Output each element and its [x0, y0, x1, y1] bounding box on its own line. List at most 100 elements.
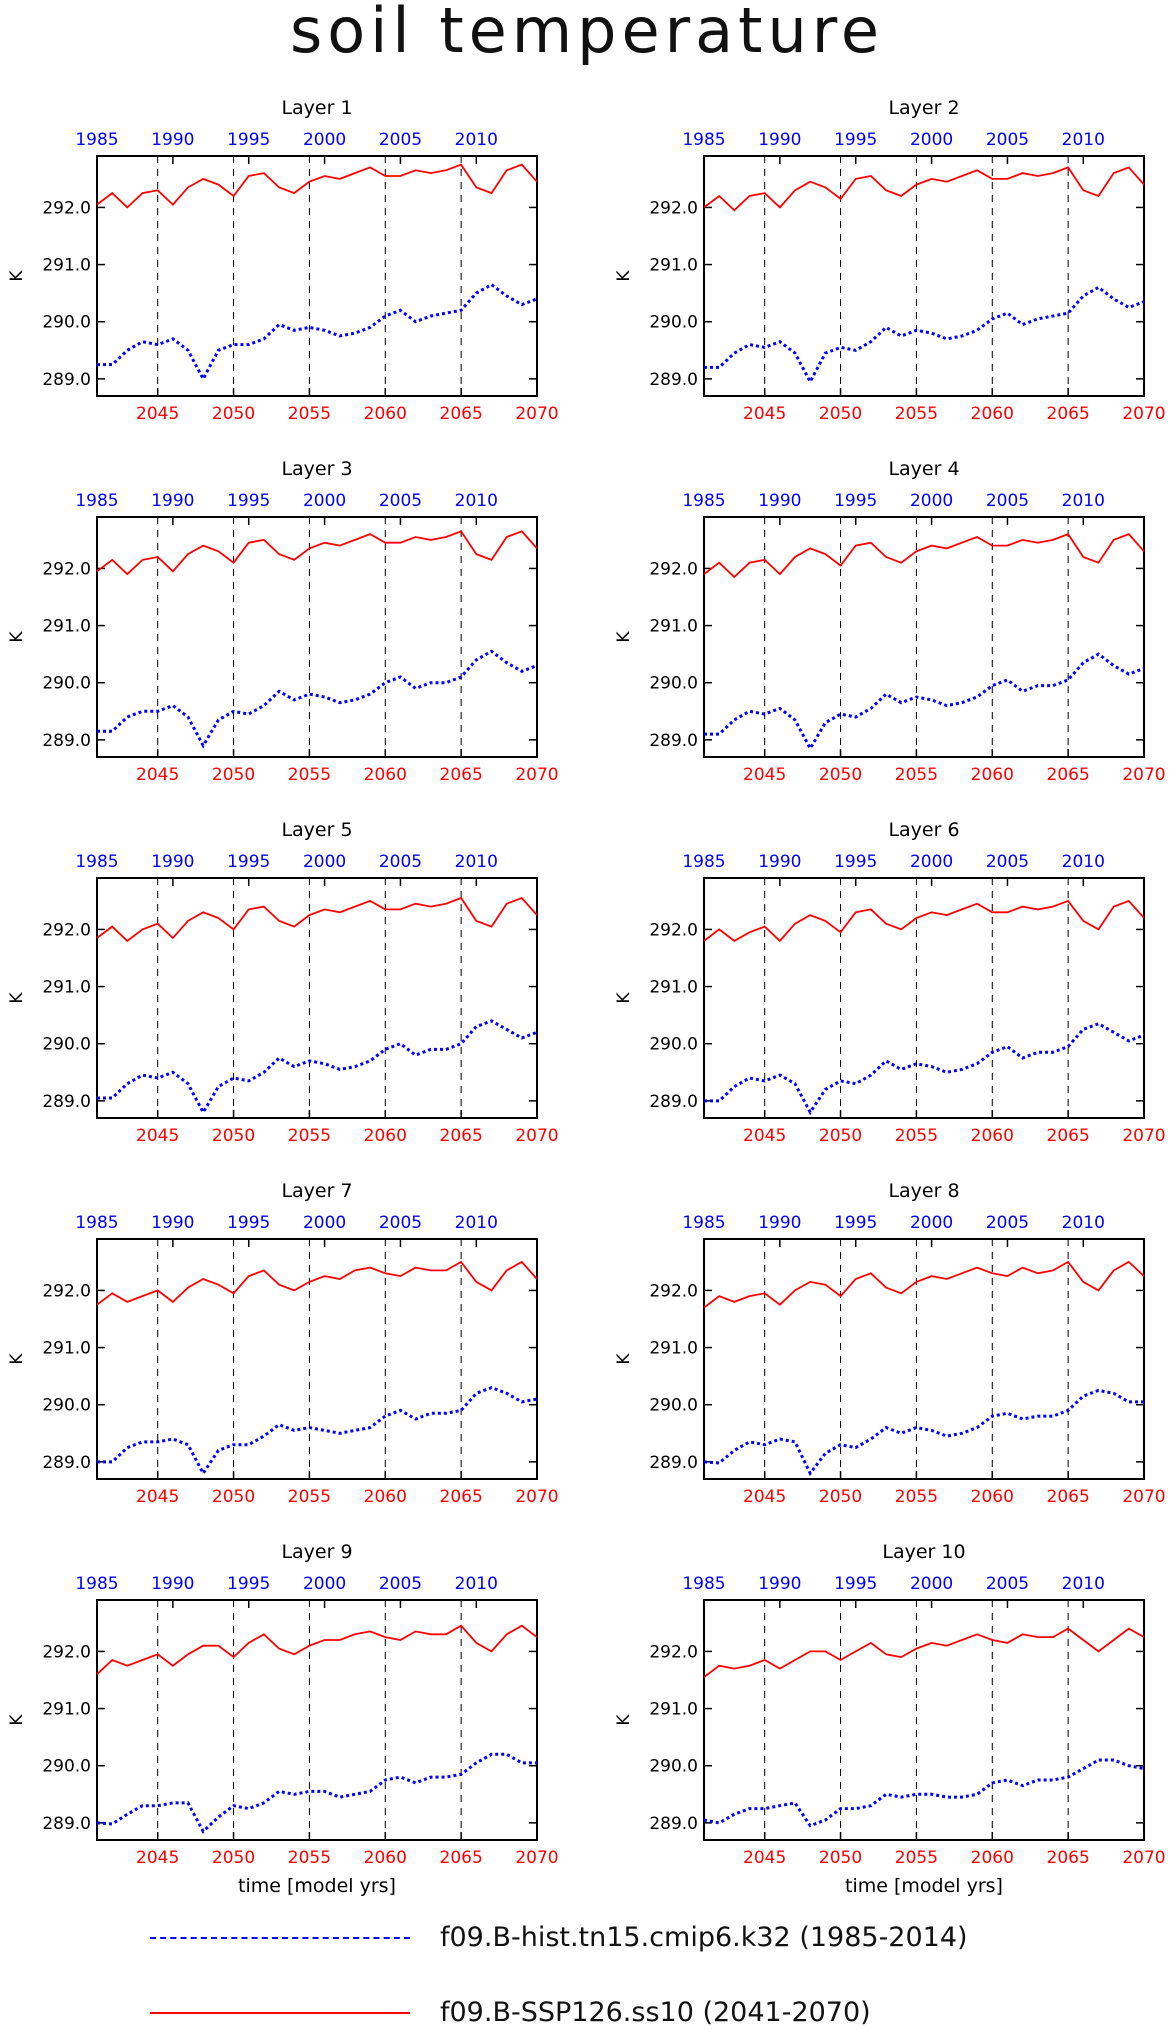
x-tick-label-bottom: 2070	[1122, 765, 1165, 785]
series-line-ssp126	[96, 896, 538, 943]
plot-frame	[96, 877, 538, 1119]
x-tick-label-bottom: 2070	[515, 1848, 558, 1868]
x-tick-label-top: 1985	[75, 852, 118, 872]
panel-title: Layer 10	[882, 1541, 965, 1563]
x-tick-label-top: 1985	[75, 1574, 118, 1594]
legend-swatch-solid	[150, 2012, 410, 2014]
x-tick-label-bottom: 2045	[743, 1848, 786, 1868]
plot-frame	[96, 1238, 538, 1480]
x-tick-label-bottom: 2055	[288, 1848, 331, 1868]
x-tick-label-bottom: 2045	[743, 765, 786, 785]
plot-frame	[703, 516, 1145, 758]
y-tick-label: 291.0	[42, 617, 91, 637]
x-tick-label-top: 1995	[227, 130, 270, 150]
x-tick-label-bottom: 2060	[971, 1126, 1014, 1146]
x-tick-label-top: 2000	[910, 130, 953, 150]
x-tick-label-top: 1995	[227, 1213, 270, 1233]
x-tick-label-bottom: 2055	[288, 404, 331, 424]
x-tick-label-bottom: 2050	[212, 1487, 255, 1507]
y-tick-label: 290.0	[42, 1035, 91, 1055]
y-tick-label: 292.0	[649, 1281, 698, 1301]
series-line-ssp126	[703, 533, 1145, 579]
series-line-ssp126	[703, 166, 1145, 212]
y-tick-label: 292.0	[649, 920, 698, 940]
x-tick-label-bottom: 2065	[1047, 765, 1090, 785]
y-tick-label: 290.0	[649, 1757, 698, 1777]
x-tick-label-bottom: 2070	[1122, 404, 1165, 424]
y-tick-label: 291.0	[649, 1339, 698, 1359]
y-tick-label: 289.0	[649, 731, 698, 751]
series-line-ssp126	[703, 1260, 1145, 1309]
x-tick-label-bottom: 2065	[1047, 1126, 1090, 1146]
x-tick-label-bottom: 2070	[1122, 1487, 1165, 1507]
x-tick-label-bottom: 2070	[515, 1126, 558, 1146]
x-tick-label-bottom: 2065	[440, 1848, 483, 1868]
panel-title: Layer 5	[281, 819, 352, 841]
series-line-hist	[704, 652, 1145, 752]
x-tick-label-top: 2005	[986, 130, 1029, 150]
series-line-hist	[704, 285, 1145, 385]
x-tick-label-bottom: 2055	[288, 1126, 331, 1146]
x-tick-label-top: 2005	[379, 491, 422, 511]
y-tick-label: 292.0	[42, 559, 91, 579]
x-tick-label-bottom: 2060	[971, 1487, 1014, 1507]
x-tick-label-bottom: 2055	[895, 1848, 938, 1868]
x-axis-label: time [model yrs]	[845, 1875, 1003, 1897]
figure-title: soil temperature	[289, 0, 885, 67]
series-line-hist	[97, 282, 538, 383]
series-line-hist	[96, 1752, 537, 1834]
panel-layer-4: Layer 4 289.0 290.0 291.0 292.0 K 2045 2050 2055…	[614, 458, 1166, 785]
plot-frame	[703, 155, 1145, 397]
y-tick-label: 291.0	[649, 978, 698, 998]
panel-layer-10: Layer 10 289.0 290.0 291.0 292.0 K 2045 2050 205…	[614, 1541, 1166, 1897]
x-tick-label-top: 1990	[151, 1213, 194, 1233]
y-tick-label: 289.0	[42, 1814, 91, 1834]
series-line-ssp126	[96, 530, 538, 576]
y-tick-label: 292.0	[649, 559, 698, 579]
x-tick-label-top: 2000	[303, 130, 346, 150]
panel-title: Layer 6	[888, 819, 959, 841]
x-tick-label-top: 1990	[758, 491, 801, 511]
y-tick-label: 292.0	[42, 1642, 91, 1662]
x-tick-label-bottom: 2060	[971, 765, 1014, 785]
x-tick-label-top: 1985	[682, 130, 725, 150]
x-tick-label-top: 2000	[303, 1213, 346, 1233]
x-tick-label-top: 1990	[151, 491, 194, 511]
series-line-ssp126	[96, 163, 538, 209]
x-tick-label-top: 1990	[758, 130, 801, 150]
x-tick-label-bottom: 2050	[819, 1487, 862, 1507]
series-line-ssp126	[96, 1624, 538, 1675]
x-tick-label-bottom: 2060	[364, 1126, 407, 1146]
x-tick-label-top: 2010	[455, 852, 498, 872]
y-tick-label: 289.0	[42, 1092, 91, 1112]
panel-title: Layer 1	[281, 97, 352, 119]
x-tick-label-top: 2000	[910, 852, 953, 872]
x-tick-label-top: 2010	[1062, 1213, 1105, 1233]
x-tick-label-top: 2010	[1062, 491, 1105, 511]
x-tick-label-top: 2005	[986, 852, 1029, 872]
panel-layer-2: Layer 2 289.0 290.0 291.0 292.0 K 2045 2050 2055…	[614, 97, 1166, 424]
y-axis-label: K	[7, 270, 27, 282]
x-tick-label-top: 1985	[75, 130, 118, 150]
x-tick-label-bottom: 2050	[212, 765, 255, 785]
x-tick-label-bottom: 2065	[440, 404, 483, 424]
x-tick-label-bottom: 2050	[212, 1848, 255, 1868]
x-tick-label-bottom: 2045	[136, 404, 179, 424]
x-tick-label-top: 1995	[834, 1213, 877, 1233]
x-tick-label-bottom: 2055	[895, 765, 938, 785]
series-line-hist	[703, 1758, 1145, 1828]
series-line-ssp126	[703, 899, 1145, 943]
y-axis-label: K	[7, 992, 27, 1004]
x-tick-label-top: 1985	[682, 852, 725, 872]
x-tick-label-bottom: 2045	[136, 1126, 179, 1146]
y-tick-label: 289.0	[42, 731, 91, 751]
panel-title: Layer 8	[888, 1180, 959, 1202]
panel-title: Layer 3	[281, 458, 352, 480]
x-tick-label-top: 2000	[910, 491, 953, 511]
x-tick-label-bottom: 2045	[743, 404, 786, 424]
y-tick-label: 291.0	[42, 1700, 91, 1720]
y-tick-label: 291.0	[42, 978, 91, 998]
panel-layer-1: Layer 1 289.0 290.0 291.0 292.0 K 2045 2050 2055…	[7, 97, 559, 424]
x-axis-label: time [model yrs]	[238, 1875, 396, 1897]
